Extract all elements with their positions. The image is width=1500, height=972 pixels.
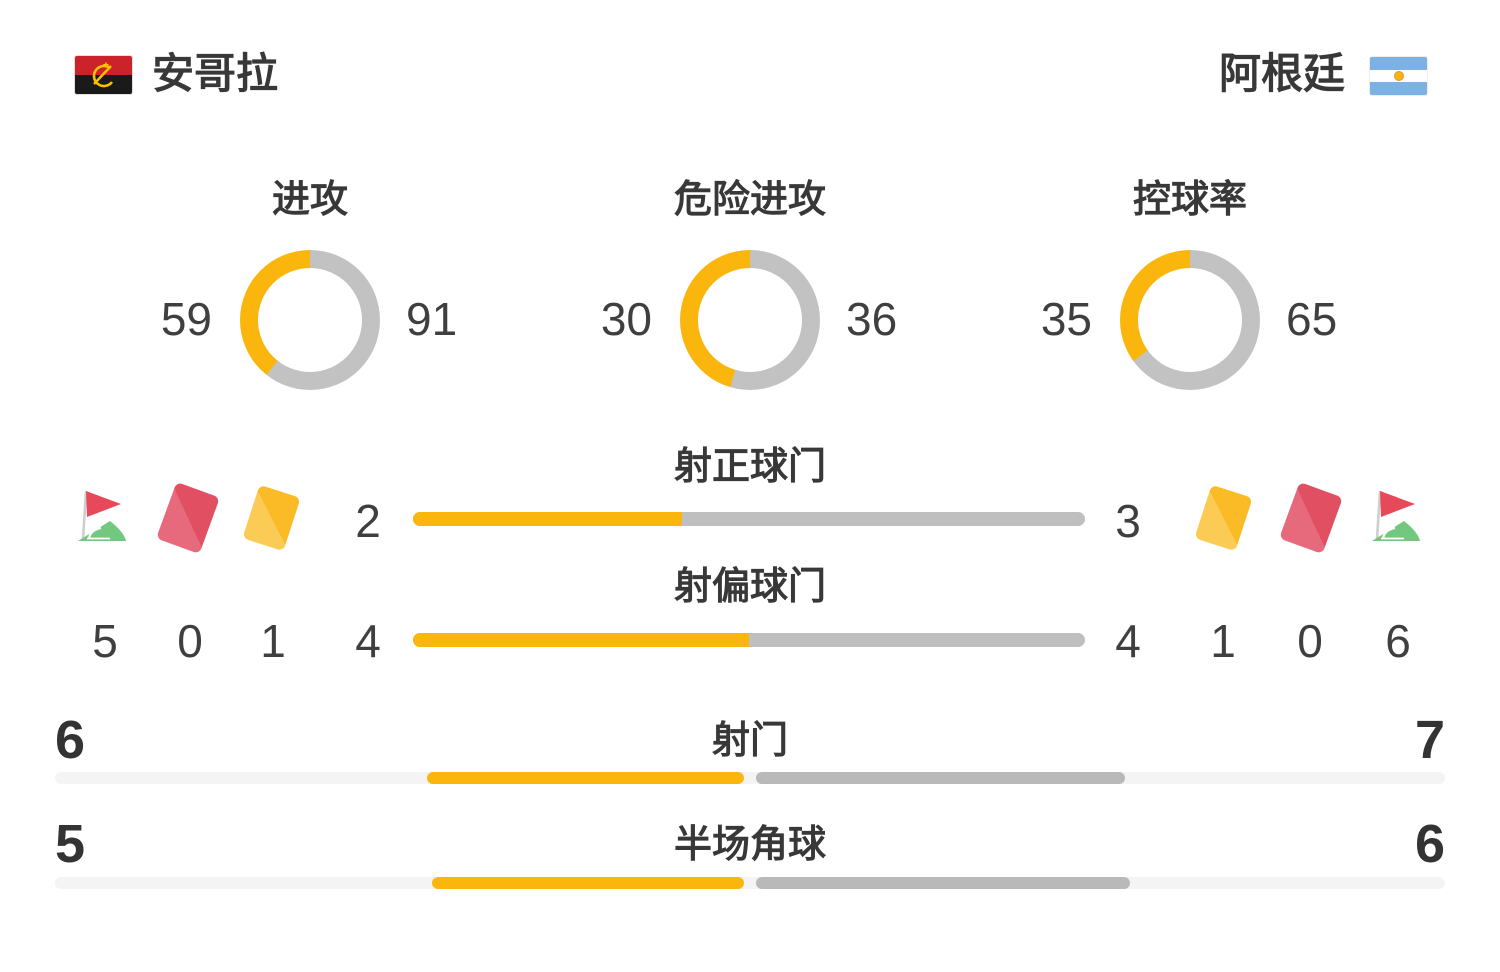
- shots-on-target-bar: [413, 512, 1085, 526]
- shots-on-target-title: 射正球门: [673, 446, 826, 488]
- attacks-away-value: 91: [406, 293, 458, 345]
- corner-flag-icon: [1368, 487, 1424, 545]
- metric-title-dangerous-attacks: 危险进攻: [673, 179, 826, 221]
- home-corner-count: 5: [92, 615, 118, 667]
- halftime-corners-home-value: 5: [55, 814, 86, 874]
- away-red-card-count: 0: [1297, 615, 1323, 667]
- angola-flag-icon: [75, 56, 132, 94]
- possession-donut-chart: [1120, 250, 1260, 390]
- shots-title: 射门: [711, 720, 788, 762]
- yellow-card-icon: [1194, 484, 1253, 552]
- argentina-flag-icon: [1370, 57, 1427, 95]
- shots-off-target-away-value: 4: [1115, 615, 1141, 667]
- halftime-corners-bar: [55, 877, 1445, 889]
- home-red-card-count: 0: [177, 615, 203, 667]
- metric-title-attacks: 进攻: [271, 179, 348, 221]
- home-yellow-card-count: 1: [260, 615, 286, 667]
- shots-off-target-bar: [413, 633, 1085, 647]
- corner-flag-icon: [74, 487, 130, 545]
- shots-away-value: 7: [1414, 710, 1445, 770]
- halftime-corners-title: 半场角球: [673, 824, 826, 866]
- dangerous-attacks-donut-chart: [680, 250, 820, 390]
- shots-on-target-away-value: 3: [1115, 495, 1141, 547]
- home-team-name: 安哥拉: [152, 50, 279, 97]
- shots-on-target-home-value: 2: [355, 495, 381, 547]
- away-team-name: 阿根廷: [1218, 50, 1345, 97]
- possession-away-value: 65: [1286, 293, 1338, 345]
- attacks-home-value: 59: [160, 293, 212, 345]
- shots-off-target-title: 射偏球门: [673, 566, 826, 608]
- away-corner-count: 6: [1385, 615, 1411, 667]
- shots-off-target-home-value: 4: [355, 615, 381, 667]
- halftime-corners-away-value: 6: [1414, 814, 1445, 874]
- yellow-card-icon: [242, 484, 301, 552]
- away-yellow-card-count: 1: [1210, 615, 1236, 667]
- attacks-donut-chart: [240, 250, 380, 390]
- red-card-icon: [1279, 481, 1343, 555]
- metric-title-possession: 控球率: [1132, 179, 1247, 221]
- dangerous-attacks-home-value: 30: [600, 293, 652, 345]
- red-card-icon: [156, 481, 220, 555]
- dangerous-attacks-away-value: 36: [846, 293, 898, 345]
- shots-home-value: 6: [55, 710, 86, 770]
- shots-bar: [55, 772, 1445, 784]
- possession-home-value: 35: [1040, 293, 1092, 345]
